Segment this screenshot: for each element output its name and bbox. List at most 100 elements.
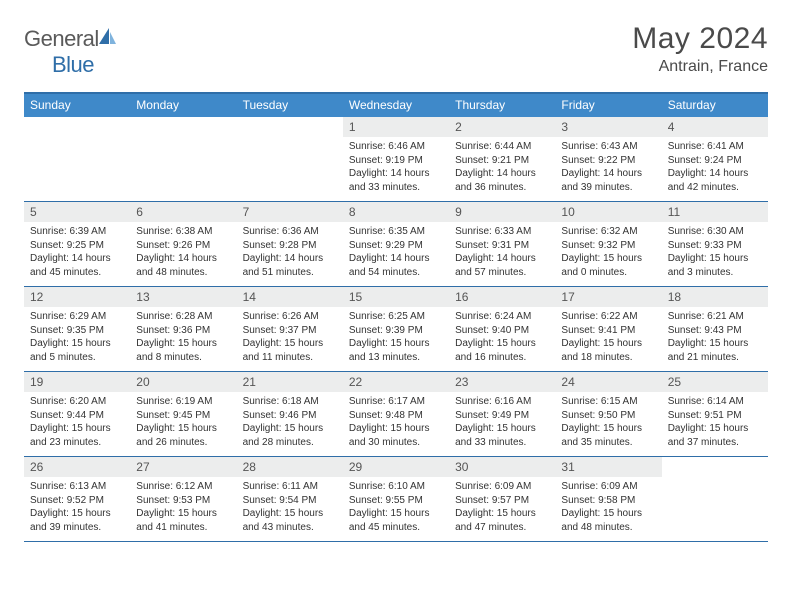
day-number: 27 — [136, 459, 230, 475]
sunset-text: Sunset: 9:33 PM — [668, 239, 762, 253]
sunrise-text: Sunrise: 6:20 AM — [30, 395, 124, 409]
sunset-text: Sunset: 9:28 PM — [243, 239, 337, 253]
sunset-text: Sunset: 9:19 PM — [349, 154, 443, 168]
sunrise-text: Sunrise: 6:41 AM — [668, 140, 762, 154]
sunset-text: Sunset: 9:26 PM — [136, 239, 230, 253]
day-cell: 17Sunrise: 6:22 AMSunset: 9:41 PMDayligh… — [555, 287, 661, 371]
sunrise-text: Sunrise: 6:30 AM — [668, 225, 762, 239]
sunrise-text: Sunrise: 6:09 AM — [455, 480, 549, 494]
day-cell: 11Sunrise: 6:30 AMSunset: 9:33 PMDayligh… — [662, 202, 768, 286]
day-cell: 5Sunrise: 6:39 AMSunset: 9:25 PMDaylight… — [24, 202, 130, 286]
weekday-header: Tuesday — [237, 94, 343, 117]
sunrise-text: Sunrise: 6:35 AM — [349, 225, 443, 239]
sunset-text: Sunset: 9:45 PM — [136, 409, 230, 423]
sunset-text: Sunset: 9:37 PM — [243, 324, 337, 338]
sunset-text: Sunset: 9:36 PM — [136, 324, 230, 338]
day-number — [668, 459, 762, 475]
day-number-bar: 21 — [237, 372, 343, 392]
sunrise-text: Sunrise: 6:09 AM — [561, 480, 655, 494]
day-cell: 23Sunrise: 6:16 AMSunset: 9:49 PMDayligh… — [449, 372, 555, 456]
day-cell: 18Sunrise: 6:21 AMSunset: 9:43 PMDayligh… — [662, 287, 768, 371]
sunset-text: Sunset: 9:58 PM — [561, 494, 655, 508]
daylight-text: Daylight: 15 hours and 43 minutes. — [243, 507, 337, 534]
daylight-text: Daylight: 15 hours and 41 minutes. — [136, 507, 230, 534]
day-number: 20 — [136, 374, 230, 390]
sunset-text: Sunset: 9:51 PM — [668, 409, 762, 423]
sunset-text: Sunset: 9:21 PM — [455, 154, 549, 168]
day-cell: 30Sunrise: 6:09 AMSunset: 9:57 PMDayligh… — [449, 457, 555, 541]
weekday-header: Saturday — [662, 94, 768, 117]
week-row: 5Sunrise: 6:39 AMSunset: 9:25 PMDaylight… — [24, 202, 768, 287]
weekday-header: Wednesday — [343, 94, 449, 117]
sunrise-text: Sunrise: 6:44 AM — [455, 140, 549, 154]
day-number: 5 — [30, 204, 124, 220]
sunrise-text: Sunrise: 6:10 AM — [349, 480, 443, 494]
week-row: 1Sunrise: 6:46 AMSunset: 9:19 PMDaylight… — [24, 117, 768, 202]
day-cell: 6Sunrise: 6:38 AMSunset: 9:26 PMDaylight… — [130, 202, 236, 286]
day-cell: 21Sunrise: 6:18 AMSunset: 9:46 PMDayligh… — [237, 372, 343, 456]
day-number: 4 — [668, 119, 762, 135]
daylight-text: Daylight: 15 hours and 26 minutes. — [136, 422, 230, 449]
sunset-text: Sunset: 9:49 PM — [455, 409, 549, 423]
day-number: 30 — [455, 459, 549, 475]
day-cell: 12Sunrise: 6:29 AMSunset: 9:35 PMDayligh… — [24, 287, 130, 371]
day-number: 22 — [349, 374, 443, 390]
day-number-bar: 26 — [24, 457, 130, 477]
day-number-bar: 28 — [237, 457, 343, 477]
daylight-text: Daylight: 15 hours and 8 minutes. — [136, 337, 230, 364]
day-number-bar: 24 — [555, 372, 661, 392]
empty-cell — [130, 117, 236, 201]
day-number-bar: 27 — [130, 457, 236, 477]
day-number-bar — [130, 117, 236, 137]
day-number: 18 — [668, 289, 762, 305]
calendar: SundayMondayTuesdayWednesdayThursdayFrid… — [24, 92, 768, 542]
sunrise-text: Sunrise: 6:11 AM — [243, 480, 337, 494]
sunrise-text: Sunrise: 6:25 AM — [349, 310, 443, 324]
day-number-bar — [237, 117, 343, 137]
daylight-text: Daylight: 14 hours and 51 minutes. — [243, 252, 337, 279]
day-number-bar: 3 — [555, 117, 661, 137]
day-number: 29 — [349, 459, 443, 475]
day-number-bar: 19 — [24, 372, 130, 392]
sunrise-text: Sunrise: 6:16 AM — [455, 395, 549, 409]
daylight-text: Daylight: 15 hours and 5 minutes. — [30, 337, 124, 364]
sunset-text: Sunset: 9:55 PM — [349, 494, 443, 508]
day-cell: 25Sunrise: 6:14 AMSunset: 9:51 PMDayligh… — [662, 372, 768, 456]
week-row: 26Sunrise: 6:13 AMSunset: 9:52 PMDayligh… — [24, 457, 768, 542]
daylight-text: Daylight: 15 hours and 11 minutes. — [243, 337, 337, 364]
day-cell: 28Sunrise: 6:11 AMSunset: 9:54 PMDayligh… — [237, 457, 343, 541]
daylight-text: Daylight: 15 hours and 18 minutes. — [561, 337, 655, 364]
brand-part2: Blue — [52, 52, 94, 77]
day-cell: 27Sunrise: 6:12 AMSunset: 9:53 PMDayligh… — [130, 457, 236, 541]
weeks-container: 1Sunrise: 6:46 AMSunset: 9:19 PMDaylight… — [24, 117, 768, 542]
daylight-text: Daylight: 15 hours and 35 minutes. — [561, 422, 655, 449]
day-number: 14 — [243, 289, 337, 305]
sunset-text: Sunset: 9:50 PM — [561, 409, 655, 423]
week-row: 12Sunrise: 6:29 AMSunset: 9:35 PMDayligh… — [24, 287, 768, 372]
day-cell: 7Sunrise: 6:36 AMSunset: 9:28 PMDaylight… — [237, 202, 343, 286]
day-number-bar: 18 — [662, 287, 768, 307]
daylight-text: Daylight: 15 hours and 47 minutes. — [455, 507, 549, 534]
day-number: 13 — [136, 289, 230, 305]
day-number-bar: 5 — [24, 202, 130, 222]
weekday-header: Friday — [555, 94, 661, 117]
sunset-text: Sunset: 9:41 PM — [561, 324, 655, 338]
weekday-header: Monday — [130, 94, 236, 117]
header: GeneralBlue May 2024 Antrain, France — [24, 22, 768, 78]
brand-part1: General — [24, 26, 99, 51]
sunrise-text: Sunrise: 6:12 AM — [136, 480, 230, 494]
empty-cell — [24, 117, 130, 201]
day-cell: 4Sunrise: 6:41 AMSunset: 9:24 PMDaylight… — [662, 117, 768, 201]
daylight-text: Daylight: 15 hours and 33 minutes. — [455, 422, 549, 449]
day-number: 26 — [30, 459, 124, 475]
day-number-bar: 2 — [449, 117, 555, 137]
sunset-text: Sunset: 9:52 PM — [30, 494, 124, 508]
daylight-text: Daylight: 14 hours and 39 minutes. — [561, 167, 655, 194]
daylight-text: Daylight: 15 hours and 0 minutes. — [561, 252, 655, 279]
day-number: 31 — [561, 459, 655, 475]
sunrise-text: Sunrise: 6:33 AM — [455, 225, 549, 239]
day-number-bar: 7 — [237, 202, 343, 222]
day-cell: 24Sunrise: 6:15 AMSunset: 9:50 PMDayligh… — [555, 372, 661, 456]
sunset-text: Sunset: 9:29 PM — [349, 239, 443, 253]
sunrise-text: Sunrise: 6:32 AM — [561, 225, 655, 239]
